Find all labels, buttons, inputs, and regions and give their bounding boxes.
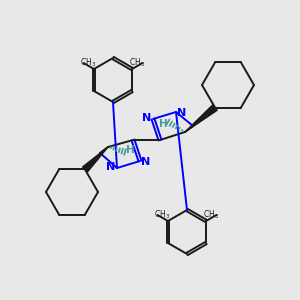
- Text: CH$_3$: CH$_3$: [154, 209, 171, 221]
- Polygon shape: [82, 147, 108, 172]
- Text: CH$_3$: CH$_3$: [203, 209, 220, 221]
- Text: N: N: [141, 157, 151, 167]
- Text: CH$_3$: CH$_3$: [129, 57, 146, 69]
- Polygon shape: [185, 105, 217, 132]
- Text: N: N: [177, 108, 187, 118]
- Text: H: H: [159, 119, 167, 129]
- Text: N: N: [142, 113, 152, 123]
- Text: N: N: [106, 162, 116, 172]
- Text: CH$_3$: CH$_3$: [80, 57, 97, 69]
- Text: H: H: [126, 145, 134, 155]
